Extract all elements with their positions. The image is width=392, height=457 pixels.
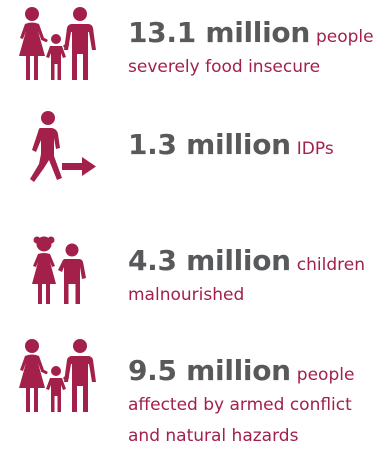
stat-text: 4.3 million children malnourished <box>128 242 392 311</box>
stat-headline: 9.5 million people <box>128 352 392 390</box>
stat-unit: IDPs <box>296 139 334 159</box>
stat-headline: 13.1 million people <box>128 14 392 52</box>
stat-number: 13.1 million <box>128 16 310 49</box>
family-icon <box>10 336 102 428</box>
family-icon <box>10 4 102 96</box>
stat-number: 4.3 million <box>128 244 291 277</box>
stat-affected-conflict-hazards: 9.5 million people affected by armed conf… <box>0 330 392 457</box>
children-icon <box>10 230 102 322</box>
stat-description: malnourished <box>128 285 245 305</box>
stat-headline: 4.3 million children <box>128 242 392 280</box>
stat-number: 1.3 million <box>128 128 291 161</box>
stat-headline: 1.3 million IDPs <box>128 126 392 164</box>
stat-description: and natural hazards <box>128 426 299 446</box>
stat-number: 9.5 million <box>128 354 291 387</box>
stat-idps: 1.3 million IDPs <box>0 104 392 194</box>
stat-unit: children <box>296 255 366 275</box>
stat-text: 13.1 million people severely food insecur… <box>128 14 392 83</box>
stat-description: affected by armed conflict <box>128 395 352 415</box>
stat-food-insecure: 13.1 million people severely food insecur… <box>0 0 392 100</box>
stat-text: 9.5 million people affected by armed conf… <box>128 352 392 452</box>
stat-text: 1.3 million IDPs <box>128 126 392 164</box>
stat-unit: people <box>315 27 374 47</box>
displaced-person-icon <box>10 108 102 200</box>
stat-description: severely food insecure <box>128 57 321 77</box>
stat-children-malnourished: 4.3 million children malnourished <box>0 224 392 324</box>
stat-unit: people <box>296 365 355 385</box>
